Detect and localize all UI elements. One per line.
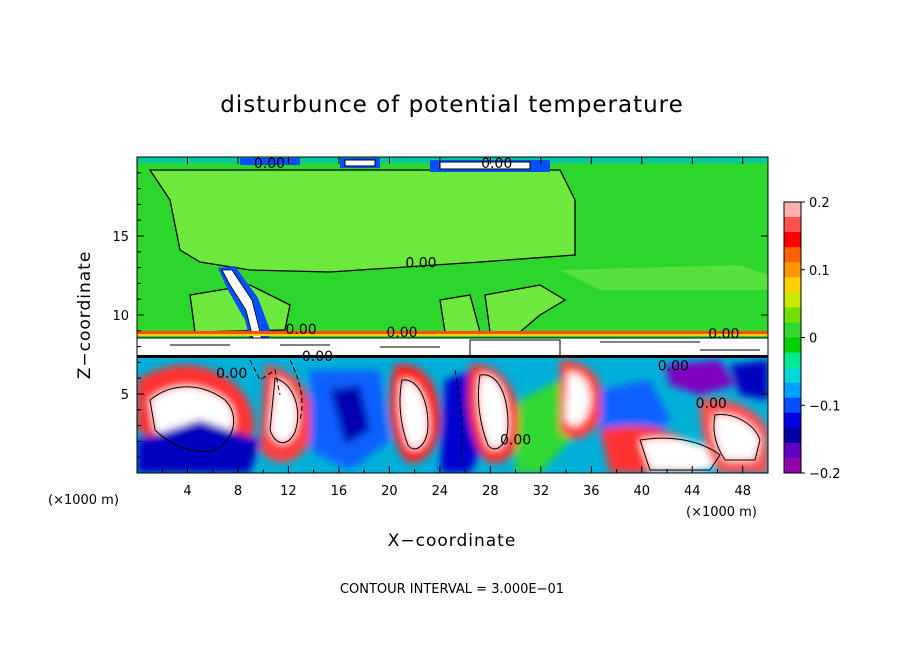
x-unit-right: (×1000 m) — [686, 505, 757, 520]
black-band — [137, 355, 768, 358]
x-tick-label: 28 — [482, 484, 499, 499]
upper-zero-region-5 — [560, 265, 768, 290]
contour-label: 0.00 — [500, 433, 531, 449]
colorbar-swatch — [784, 202, 801, 218]
colorbar-swatch — [784, 457, 801, 474]
colorbar-swatch — [784, 367, 801, 384]
contour-label: 0.00 — [254, 156, 285, 172]
top-disturbance-white — [344, 159, 531, 170]
colorbar-tick-label: 0.1 — [809, 264, 830, 279]
colorbar-swatch — [784, 232, 801, 248]
colorbar-swatch — [784, 247, 801, 263]
contour-label: 0.00 — [481, 156, 512, 172]
colorbar-swatch — [784, 217, 801, 233]
colorbar-swatch — [784, 292, 801, 308]
x-tick-label: 20 — [381, 484, 398, 499]
colorbar-swatch — [784, 397, 801, 414]
x-tick-label: 36 — [583, 484, 600, 499]
contour-label: 0.00 — [386, 325, 417, 341]
y-tick-label: 10 — [112, 309, 129, 324]
colorbar-swatch — [784, 277, 801, 293]
contour-labels: 0.00 0.00 0.00 0.00 0.00 0.00 0.00 0.00 0.00 0.00… — [216, 156, 739, 449]
x-axis-label: X−coordinate — [388, 531, 517, 551]
x-tick-label: 4 — [183, 484, 191, 499]
contour-label: 0.00 — [696, 396, 727, 412]
colorbar: 0.2 0.1 0 −0.1 −0.2 — [783, 196, 841, 482]
y-axis: 5 10 15 — [112, 172, 768, 458]
colorbar-swatch — [784, 262, 801, 278]
contour-label: 0.00 — [708, 327, 739, 343]
y-tick-label: 5 — [121, 388, 129, 403]
x-tick-label: 40 — [634, 484, 651, 499]
colorbar-swatch — [784, 337, 801, 354]
x-tick-label: 32 — [533, 484, 550, 499]
colorbar-swatch — [784, 322, 801, 338]
colorbar-swatch — [784, 382, 801, 399]
y-axis-label: Z−coordinate — [75, 251, 95, 380]
colorbar-swatch — [784, 412, 801, 429]
contour-label: 0.00 — [285, 322, 316, 338]
contour-label: 0.00 — [216, 366, 247, 382]
contour-label: 0.00 — [658, 358, 689, 374]
colorbar-swatch — [784, 427, 801, 444]
colorbar-swatch — [784, 442, 801, 459]
layer-yellow-line — [137, 334, 768, 336]
x-tick-label: 24 — [432, 484, 449, 499]
x-axis: 4 8 12 16 20 24 28 32 36 40 44 48 — [161, 157, 751, 499]
x-tick-label: 44 — [684, 484, 701, 499]
plot-area — [137, 157, 768, 473]
y-tick-label: 15 — [112, 230, 129, 245]
x-tick-label: 16 — [331, 484, 348, 499]
chart-title: disturbunce of potential temperature — [220, 92, 684, 118]
layer-red-line — [137, 331, 768, 334]
x-unit-left: (×1000 m) — [48, 493, 119, 508]
contour-label: 0.00 — [405, 256, 436, 272]
colorbar-tick-label: −0.2 — [809, 467, 841, 482]
x-tick-label: 8 — [234, 484, 242, 499]
x-tick-label: 12 — [280, 484, 297, 499]
colorbar-tick-label: 0.2 — [809, 196, 830, 211]
colorbar-tick-label: 0 — [809, 332, 817, 347]
white-layer — [137, 337, 768, 359]
contour-interval-note: CONTOUR INTERVAL = 3.000E−01 — [340, 582, 564, 597]
contour-label: 0.00 — [302, 349, 333, 365]
x-tick-label: 48 — [734, 484, 751, 499]
colorbar-swatch — [784, 352, 801, 369]
colorbar-tick-label: −0.1 — [809, 399, 841, 414]
upper-zero-region — [148, 169, 576, 273]
lower-contours — [149, 359, 761, 471]
colorbar-swatch — [784, 307, 801, 323]
